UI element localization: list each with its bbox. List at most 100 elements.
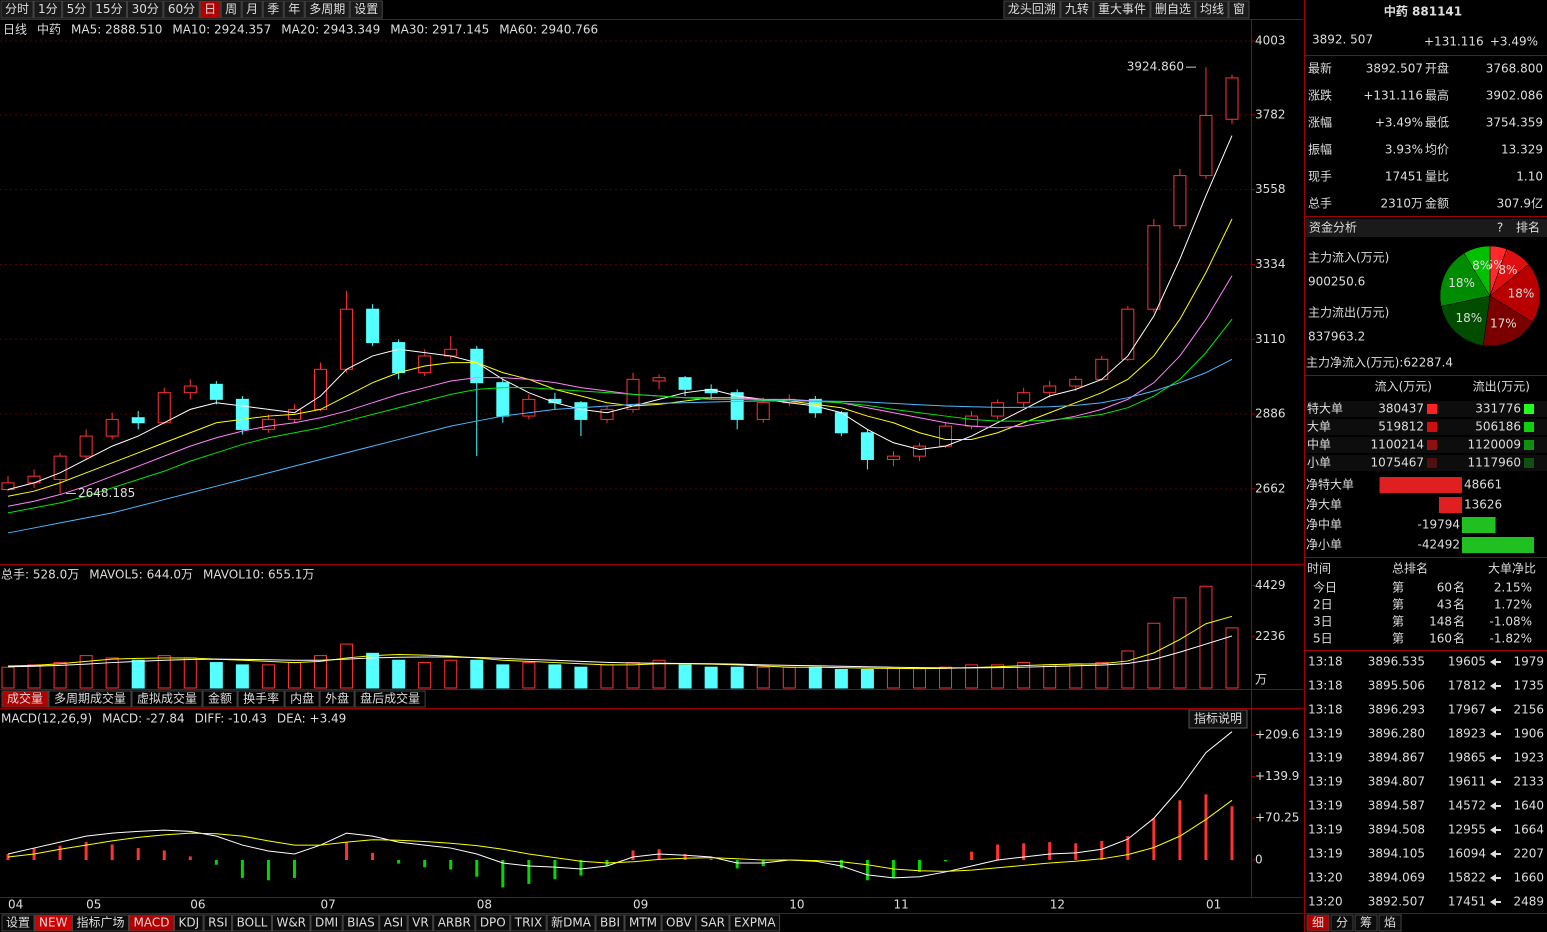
indicator-tab[interactable]: 多周期成交量 bbox=[54, 691, 126, 706]
bottom-tab-bg[interactable] bbox=[1, 914, 35, 932]
toolbar-button-bg[interactable] bbox=[1195, 0, 1229, 19]
toolbar-button[interactable]: 龙头回溯 bbox=[1008, 1, 1056, 16]
indicator-tab-bg[interactable] bbox=[237, 690, 285, 708]
indicator-tab[interactable]: 金额 bbox=[208, 691, 232, 706]
toolbar-button[interactable]: 均线 bbox=[1200, 2, 1224, 16]
indicator-tab-bg[interactable] bbox=[319, 690, 355, 708]
toolbar-button-bg[interactable] bbox=[241, 0, 263, 19]
toolbar-button-bg[interactable] bbox=[199, 0, 221, 19]
toolbar-button[interactable]: 窗 bbox=[1233, 2, 1245, 16]
rank-button[interactable]: 排名 bbox=[1516, 220, 1540, 235]
toolbar-button-bg[interactable] bbox=[304, 0, 350, 19]
bottom-tab[interactable]: 指标广场 bbox=[76, 915, 124, 930]
bottom-tab[interactable]: TRIX bbox=[514, 916, 542, 930]
toolbar-button-bg[interactable] bbox=[262, 0, 284, 19]
help-button[interactable]: ? bbox=[1497, 221, 1503, 235]
toolbar-button-bg[interactable] bbox=[1093, 0, 1151, 19]
bottom-tab[interactable]: KDJ bbox=[178, 916, 199, 930]
toolbar-button[interactable]: 5分 bbox=[67, 2, 87, 16]
side-tab-bg[interactable] bbox=[1306, 914, 1330, 932]
bottom-tab[interactable]: 新DMA bbox=[551, 915, 592, 930]
toolbar-button-bg[interactable] bbox=[220, 0, 242, 19]
indicator-tab[interactable]: 成交量 bbox=[7, 691, 43, 706]
bottom-tab[interactable]: BOLL bbox=[237, 916, 268, 930]
bottom-tab[interactable]: SAR bbox=[701, 916, 725, 930]
bottom-tab-bg[interactable] bbox=[271, 914, 311, 932]
toolbar-button[interactable]: 30分 bbox=[132, 2, 159, 16]
indicator-tab-bg[interactable] bbox=[284, 690, 320, 708]
side-tab[interactable]: 筹 bbox=[1360, 916, 1372, 930]
indicator-help[interactable]: 指标说明 bbox=[1194, 711, 1242, 726]
bottom-tab[interactable]: BIAS bbox=[347, 916, 375, 930]
side-tab-bg[interactable] bbox=[1354, 914, 1378, 932]
toolbar-button[interactable]: 月 bbox=[246, 2, 258, 16]
bottom-tab-bg[interactable] bbox=[475, 914, 511, 932]
bottom-tab-bg[interactable] bbox=[696, 914, 730, 932]
side-tab[interactable]: 分 bbox=[1336, 916, 1348, 930]
indicator-tab[interactable]: 外盘 bbox=[325, 691, 349, 706]
bottom-tab[interactable]: 设置 bbox=[6, 916, 30, 930]
side-tab-bg[interactable] bbox=[1330, 914, 1354, 932]
toolbar-button-bg[interactable] bbox=[349, 0, 383, 19]
toolbar-button-bg[interactable] bbox=[0, 0, 34, 19]
toolbar-button[interactable]: 季 bbox=[267, 2, 279, 16]
bottom-tab[interactable]: MTM bbox=[629, 916, 657, 930]
bottom-tab-bg[interactable] bbox=[433, 914, 476, 932]
toolbar-button-bg[interactable] bbox=[33, 0, 63, 19]
toolbar-button[interactable]: 15分 bbox=[95, 2, 122, 16]
bottom-tab-bg[interactable] bbox=[232, 914, 272, 932]
bottom-tab-bg[interactable] bbox=[661, 914, 697, 932]
side-tab-bg[interactable] bbox=[1378, 914, 1402, 932]
toolbar-button[interactable]: 设置 bbox=[354, 2, 378, 16]
bottom-tab[interactable]: ASI bbox=[384, 916, 403, 930]
indicator-tab[interactable]: 盘后成交量 bbox=[360, 691, 420, 706]
bottom-tab-bg[interactable] bbox=[407, 914, 434, 932]
side-tab[interactable]: 焰 bbox=[1384, 915, 1396, 930]
bottom-tab-bg[interactable] bbox=[71, 914, 129, 932]
toolbar-button[interactable]: 周 bbox=[225, 2, 237, 16]
bottom-tab[interactable]: W&R bbox=[276, 916, 306, 930]
bottom-tab-bg[interactable] bbox=[173, 914, 204, 932]
indicator-tab[interactable]: 换手率 bbox=[243, 691, 279, 706]
indicator-tab[interactable]: 虚拟成交量 bbox=[137, 691, 197, 706]
toolbar-button-bg[interactable] bbox=[127, 0, 164, 19]
toolbar-button[interactable]: 日 bbox=[204, 2, 216, 16]
indicator-tab-bg[interactable] bbox=[354, 690, 426, 708]
indicator-tab-bg[interactable] bbox=[202, 690, 238, 708]
toolbar-button[interactable]: 重大事件 bbox=[1098, 2, 1146, 16]
bottom-tab-bg[interactable] bbox=[510, 914, 547, 932]
bottom-tab[interactable]: DMI bbox=[315, 916, 338, 930]
bottom-tab[interactable]: OBV bbox=[666, 916, 692, 930]
toolbar-button[interactable]: 1分 bbox=[38, 2, 58, 16]
bottom-tab[interactable]: VR bbox=[412, 916, 429, 930]
bottom-tab-bg[interactable] bbox=[595, 914, 625, 932]
bottom-tab[interactable]: NEW bbox=[39, 916, 68, 930]
toolbar-button-bg[interactable] bbox=[90, 0, 128, 19]
bottom-tab-bg[interactable] bbox=[624, 914, 662, 932]
toolbar-button-bg[interactable] bbox=[62, 0, 91, 19]
bottom-tab[interactable]: RSI bbox=[208, 916, 228, 930]
toolbar-button-bg[interactable] bbox=[1228, 0, 1250, 19]
bottom-tab-bg[interactable] bbox=[34, 914, 72, 932]
bottom-tab-bg[interactable] bbox=[729, 914, 781, 932]
toolbar-button[interactable]: 分时 bbox=[5, 2, 29, 16]
toolbar-button[interactable]: 年 bbox=[288, 2, 300, 16]
bottom-tab-bg[interactable] bbox=[379, 914, 408, 932]
bottom-tab[interactable]: EXPMA bbox=[734, 916, 776, 930]
toolbar-button-bg[interactable] bbox=[1003, 0, 1061, 19]
toolbar-button-bg[interactable] bbox=[163, 0, 200, 19]
toolbar-button[interactable]: 多周期 bbox=[309, 2, 345, 16]
toolbar-button[interactable]: 九转 bbox=[1065, 1, 1089, 16]
bottom-tab[interactable]: BBI bbox=[600, 916, 620, 930]
indicator-tab-bg[interactable] bbox=[48, 690, 132, 708]
indicator-tab[interactable]: 内盘 bbox=[290, 691, 314, 706]
bottom-tab-bg[interactable] bbox=[310, 914, 343, 932]
toolbar-button[interactable]: 删自选 bbox=[1155, 2, 1191, 16]
bottom-tab[interactable]: MACD bbox=[133, 916, 169, 930]
toolbar-button[interactable]: 60分 bbox=[168, 2, 195, 16]
indicator-tab-bg[interactable] bbox=[1, 690, 49, 708]
bottom-tab-bg[interactable] bbox=[203, 914, 233, 932]
bottom-tab[interactable]: ARBR bbox=[438, 916, 471, 930]
toolbar-button-bg[interactable] bbox=[1060, 0, 1094, 19]
indicator-tab-bg[interactable] bbox=[131, 690, 203, 708]
